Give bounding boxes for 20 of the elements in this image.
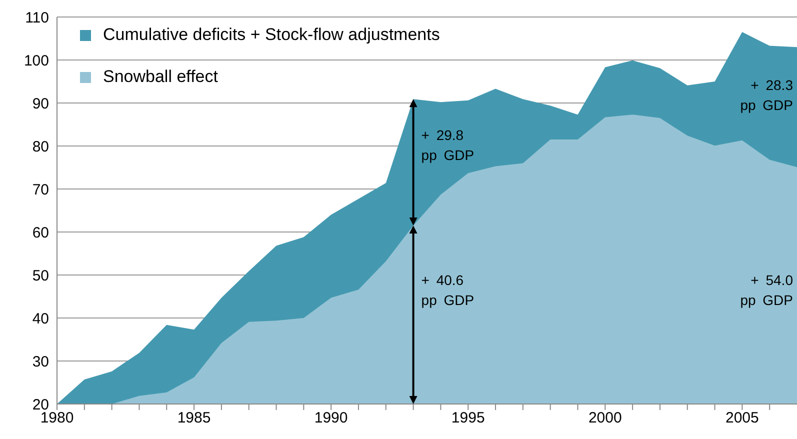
x-tick-label: 1995: [451, 410, 485, 427]
y-tick-label: 80: [32, 138, 49, 156]
y-tick-label: 100: [24, 52, 49, 70]
annotation: + 29.8 pp GDP: [421, 126, 476, 165]
y-tick-label: 110: [25, 9, 49, 26]
annotation: + 54.0 pp GDP: [739, 271, 793, 310]
y-tick-label: 50: [32, 267, 49, 284]
y-tick-label: 60: [32, 224, 49, 242]
x-tick-label: 1985: [177, 410, 211, 427]
legend-label: Snowball effect: [103, 67, 218, 87]
annotation: + 40.6 pp GDP: [421, 271, 476, 310]
legend-label: Cumulative deficits + Stock-flow adjustments: [103, 25, 440, 45]
y-tick-label: 90: [32, 95, 49, 112]
x-tick-label: 2000: [588, 410, 622, 427]
y-tick-label: 30: [32, 353, 49, 370]
x-tick-label: 1990: [314, 410, 348, 427]
y-tick-label: 70: [32, 181, 49, 198]
y-tick-label: 40: [32, 310, 49, 328]
x-tick-label: 2005: [726, 410, 759, 427]
annotation: + 28.3 pp GDP: [739, 76, 793, 115]
